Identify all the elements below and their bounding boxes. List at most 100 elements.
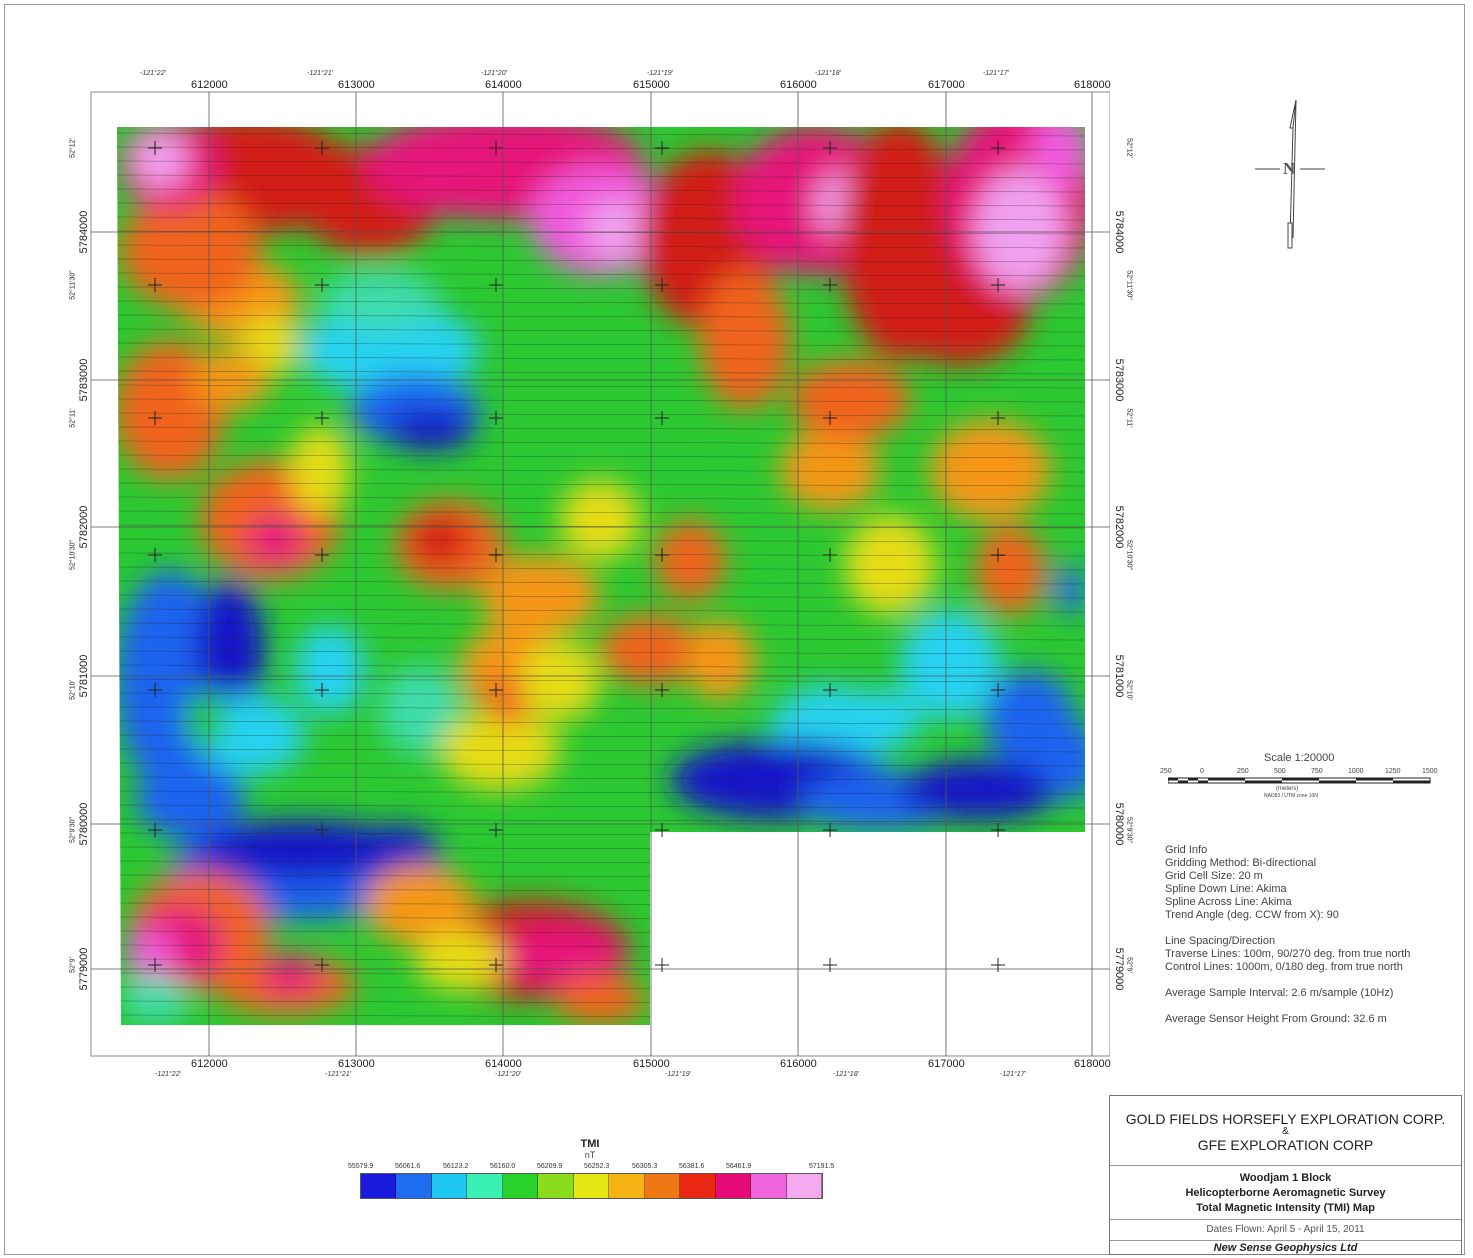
company-ampersand: & (1282, 1126, 1289, 1137)
tmi-anomaly (790, 360, 910, 440)
legend-color-swatch (538, 1174, 574, 1198)
coordinate-label: 5780000 (78, 802, 90, 846)
coordinate-label: 5780000 (1113, 802, 1125, 846)
graticule-cross (655, 141, 669, 155)
coordinate-label: 5779000 (78, 947, 90, 991)
tmi-anomaly (585, 200, 655, 260)
graticule-cross (991, 823, 1005, 837)
legend-color-swatch (715, 1174, 752, 1198)
sheet-border (4, 4, 1465, 1255)
tmi-anomaly (300, 305, 480, 395)
tmi-anomaly (125, 930, 175, 980)
graticule-cross (991, 141, 1005, 155)
graticule-cross (315, 548, 329, 562)
legend-title: TMI (580, 1138, 600, 1150)
graticule-cross (823, 548, 837, 562)
tmi-anomaly (135, 760, 245, 840)
graticule-cross (315, 683, 329, 697)
tmi-anomaly (260, 955, 320, 995)
scale-tick-label: 1250 (1385, 768, 1401, 775)
coordinate-label: 5784000 (78, 210, 90, 254)
graticule-cross (148, 958, 162, 972)
sample-interval: Average Sample Interval: 2.6 m/sample (1… (1165, 987, 1394, 999)
legend-color-swatch (751, 1174, 787, 1198)
coordinate-label: 612000 (191, 1058, 228, 1070)
graticule-cross (148, 278, 162, 292)
graticule-cross (655, 411, 669, 425)
tmi-anomaly (975, 170, 1065, 290)
grid-info-line: Trend Angle (deg. CCW from X): 90 (1165, 909, 1339, 921)
coordinate-label: 616000 (780, 79, 817, 91)
coordinate-label: 52°12' (1125, 138, 1133, 158)
grid-info-line: Gridding Method: Bi-directional (1165, 857, 1317, 869)
tmi-anomaly (480, 555, 600, 635)
legend-color-swatch (786, 1174, 823, 1198)
graticule-cross (823, 411, 837, 425)
legend-color-swatch (573, 1174, 610, 1198)
longitude-label: -121°18' (833, 1071, 859, 1078)
tmi-anomaly (655, 520, 725, 600)
tmi-anomaly (190, 820, 410, 880)
coordinate-label: 52°11' (1125, 408, 1133, 428)
longitude-label: -121°17' (983, 70, 1009, 77)
coordinate-label: 613000 (338, 79, 375, 91)
legend-color-swatch (644, 1174, 681, 1198)
line-spacing-heading: Line Spacing/Direction (1165, 935, 1276, 947)
tmi-anomaly (500, 925, 620, 985)
scale-tick-label: 250 (1237, 768, 1249, 775)
tmi-anomaly (120, 190, 260, 310)
graticule-cross (489, 823, 503, 837)
longitude-label: -121°21' (325, 1071, 351, 1078)
north-arrow: N (1250, 98, 1330, 253)
coordinate-label: 52°12' (69, 138, 77, 158)
legend-color-swatch (609, 1174, 645, 1198)
tmi-anomaly (245, 515, 305, 565)
coordinate-label: 52°10' (69, 680, 77, 700)
graticule-cross (489, 958, 503, 972)
coordinate-label: 617000 (928, 79, 965, 91)
graticule-cross (148, 823, 162, 837)
graticule-cross (991, 411, 1005, 425)
tmi-anomaly (385, 410, 475, 450)
title-companies: GOLD FIELDS HORSEFLY EXPLORATION CORP. &… (1110, 1096, 1461, 1166)
tmi-anomaly (700, 270, 790, 410)
sensor-height: Average Sensor Height From Ground: 32.6 … (1165, 1013, 1387, 1025)
tmi-anomaly (365, 865, 475, 945)
north-arrow-icon (1255, 99, 1325, 249)
map-type: Total Magnetic Intensity (TMI) Map (1196, 1202, 1375, 1214)
tmi-map (90, 91, 1110, 1057)
graticule-cross (148, 548, 162, 562)
scale-tick-label: 1000 (1348, 768, 1364, 775)
coordinate-label: 52°11'30" (1125, 270, 1133, 300)
coordinate-label: 614000 (485, 79, 522, 91)
graticule-cross (655, 548, 669, 562)
scale-tick-label: 250 (1160, 768, 1172, 775)
line-spacing-info: Line Spacing/Direction Traverse Lines: 1… (1165, 935, 1410, 974)
map-frame (90, 91, 1110, 1057)
coordinate-label: 52°10'30" (1125, 540, 1133, 570)
tmi-anomaly (1040, 720, 1085, 800)
graticule-cross (655, 278, 669, 292)
scale-tick-label: 1500 (1422, 768, 1438, 775)
graticule-cross (148, 141, 162, 155)
coordinate-label: 618000 (1074, 79, 1111, 91)
coordinate-label: 5783000 (78, 358, 90, 402)
legend-color-swatch (502, 1174, 539, 1198)
tmi-anomaly (845, 515, 935, 615)
coordinate-label: 52°10' (1125, 680, 1133, 700)
coordinate-label: 5782000 (78, 505, 90, 549)
scale-tick-label: 750 (1311, 768, 1323, 775)
title-survey: Woodjam 1 Block Helicopterborne Aeromagn… (1110, 1166, 1461, 1220)
grid-info-line: Spline Across Line: Akima (1165, 896, 1292, 908)
coordinate-label: 5781000 (1113, 654, 1125, 698)
coordinate-label: 52°11'30" (69, 270, 77, 300)
tmi-legend: TMI nT 55579.9 56061.6 56123.2 56160.0 56209… (340, 1138, 840, 1203)
coordinate-label: 52°9'30" (1125, 816, 1133, 844)
graticule-cross (991, 683, 1005, 697)
legend-value-label: 55579.9 (348, 1163, 374, 1170)
tmi-anomaly (900, 610, 1000, 720)
coordinate-label: 5784000 (1113, 210, 1125, 254)
title-block: GOLD FIELDS HORSEFLY EXPLORATION CORP. &… (1109, 1095, 1462, 1255)
legend-color-swatch (680, 1174, 716, 1198)
graticule-cross (148, 411, 162, 425)
